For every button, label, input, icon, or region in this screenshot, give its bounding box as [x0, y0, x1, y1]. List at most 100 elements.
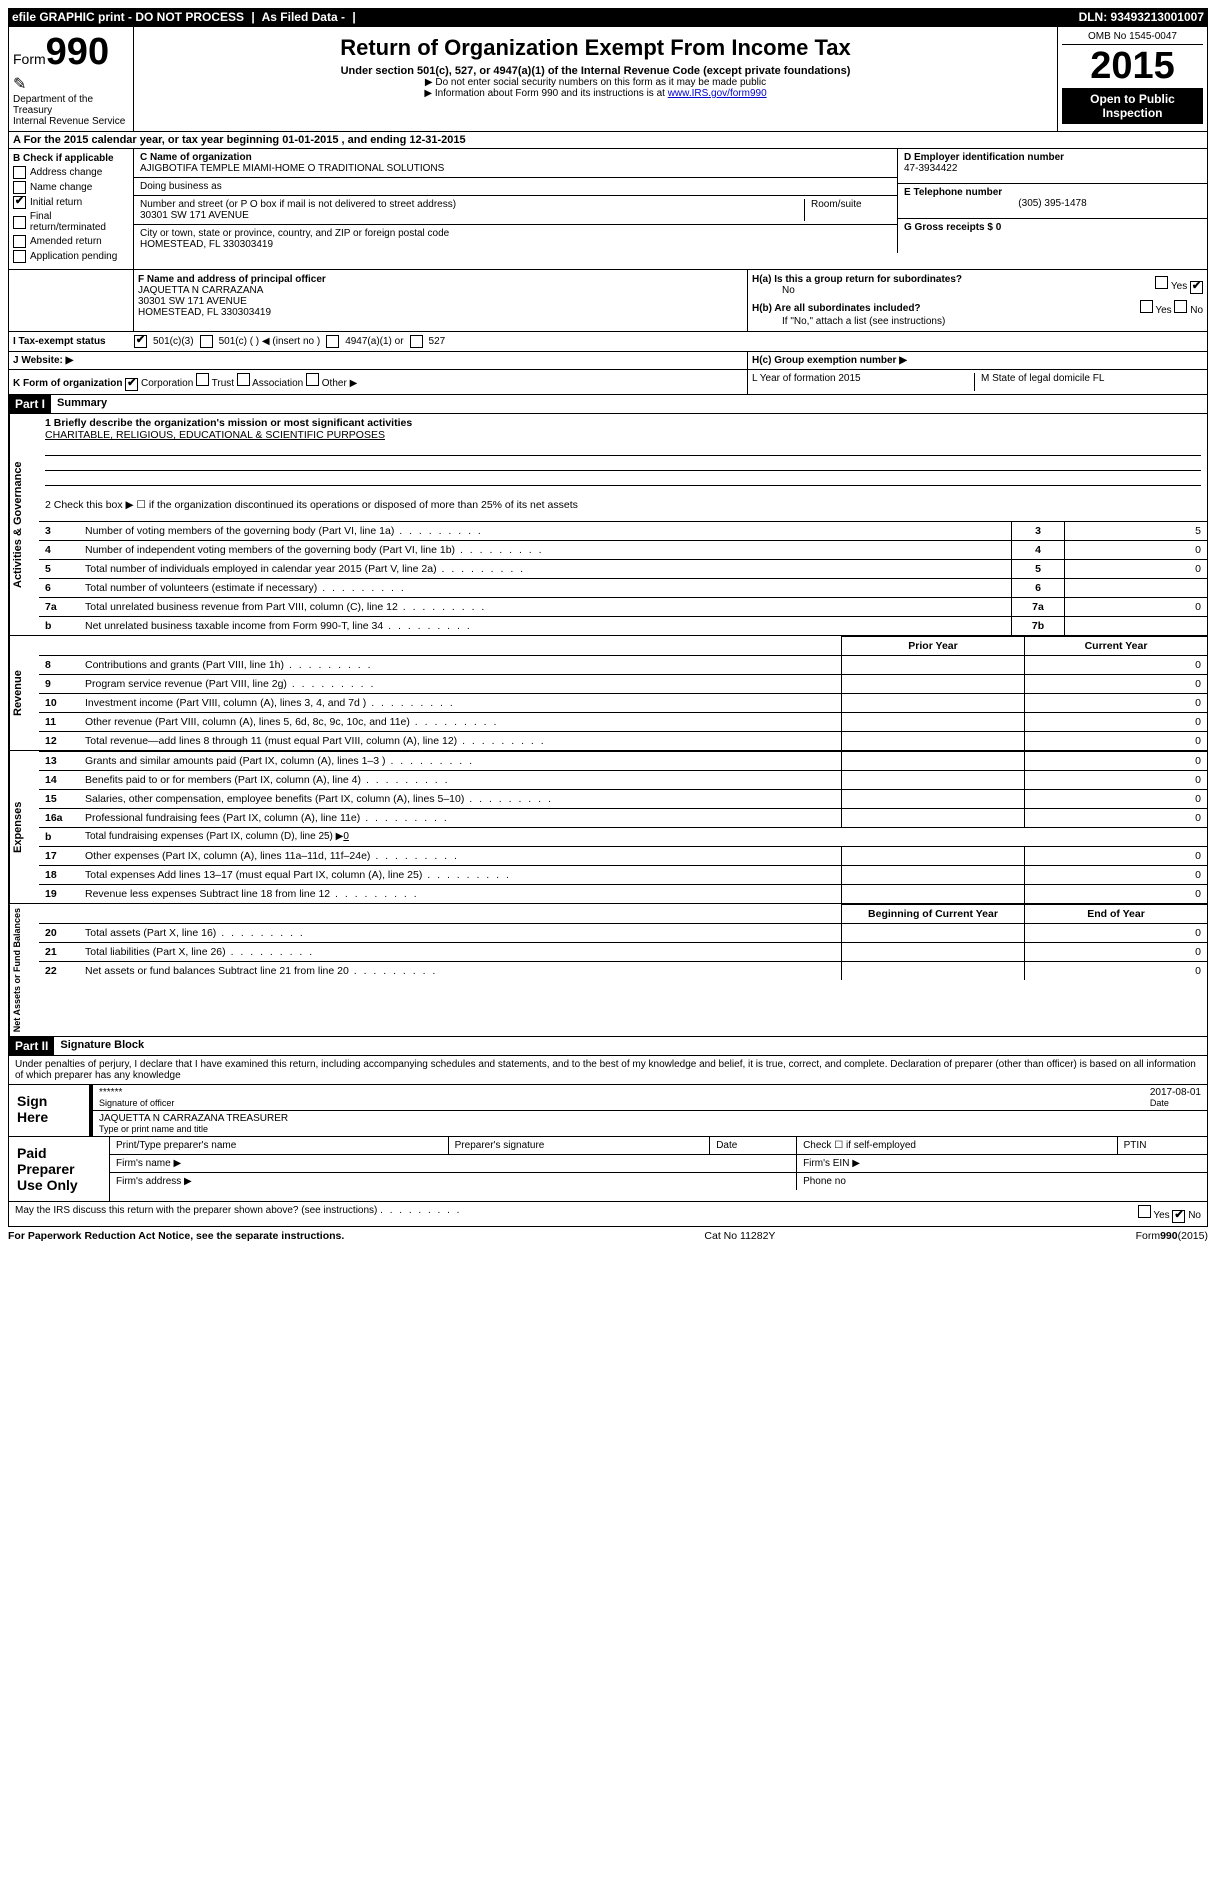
dln-label: DLN: 93493213001007: [1079, 10, 1204, 24]
org-city: HOMESTEAD, FL 330303419: [140, 239, 891, 250]
i-label: I Tax-exempt status: [13, 336, 128, 347]
vlabel-expenses: Expenses: [9, 751, 39, 903]
form-title: Return of Organization Exempt From Incom…: [138, 35, 1053, 61]
part2-title: Signature Block: [54, 1037, 150, 1055]
i-cb4[interactable]: [410, 335, 423, 348]
k-checkbox[interactable]: [306, 373, 319, 386]
row-i: I Tax-exempt status ✔ 501(c)(3) 501(c) (…: [8, 332, 1208, 352]
k-checkbox[interactable]: [237, 373, 250, 386]
ha-yes-cb[interactable]: [1155, 276, 1168, 289]
hb-no-cb[interactable]: [1174, 300, 1187, 313]
g-label: G Gross receipts $ 0: [904, 222, 1201, 233]
footer-left: For Paperwork Reduction Act Notice, see …: [8, 1230, 344, 1242]
firm-name-label: Firm's name ▶: [110, 1155, 797, 1173]
discuss-no-cb[interactable]: ✔: [1172, 1210, 1185, 1223]
part1-title: Summary: [51, 395, 113, 413]
table-row: 20Total assets (Part X, line 16)0: [39, 924, 1207, 943]
k-checkbox[interactable]: [196, 373, 209, 386]
revenue-section: Revenue Prior Year Current Year 8Contrib…: [8, 636, 1208, 751]
ein-value: 47-3934422: [904, 163, 1201, 174]
current-year-header: Current Year: [1025, 637, 1208, 656]
k-label: K Form of organization: [13, 378, 122, 389]
b-checkbox[interactable]: [13, 181, 26, 194]
i-cb2[interactable]: [200, 335, 213, 348]
dept-label: Department of the Treasury: [13, 94, 129, 116]
d-label: D Employer identification number: [904, 152, 1201, 163]
table-row: 8Contributions and grants (Part VIII, li…: [39, 656, 1207, 675]
section-bc: B Check if applicable Address change Name…: [8, 149, 1208, 270]
netassets-section: Net Assets or Fund Balances Beginning of…: [8, 904, 1208, 1037]
i-cb1[interactable]: ✔: [134, 335, 147, 348]
signature-section: Under penalties of perjury, I declare th…: [8, 1056, 1208, 1227]
b-checkbox[interactable]: [13, 166, 26, 179]
vlabel-governance: Activities & Governance: [9, 414, 39, 635]
table-row: 3Number of voting members of the governi…: [39, 522, 1207, 541]
table-row: 4Number of independent voting members of…: [39, 541, 1207, 560]
b-item: Application pending: [13, 250, 129, 263]
efile-label: efile GRAPHIC print - DO NOT PROCESS: [12, 10, 244, 24]
phone-value: (305) 395-1478: [904, 198, 1201, 209]
q1-label: 1 Briefly describe the organization's mi…: [45, 417, 1201, 429]
table-row: 14Benefits paid to or for members (Part …: [39, 771, 1207, 790]
b-checkbox[interactable]: [13, 235, 26, 248]
k-checkbox[interactable]: ✔: [125, 378, 138, 391]
addr-label: Number and street (or P O box if mail is…: [140, 199, 804, 210]
table-row: 11Other revenue (Part VIII, column (A), …: [39, 713, 1207, 732]
note2-prefix: ▶ Information about Form 990 and its ins…: [424, 88, 667, 99]
b-item: Name change: [13, 181, 129, 194]
table-row: 22Net assets or fund balances Subtract l…: [39, 962, 1207, 981]
check-self-label: Check ☐ if self-employed: [797, 1137, 1118, 1155]
governance-section: Activities & Governance 1 Briefly descri…: [8, 414, 1208, 636]
row-j-hc: J Website: ▶ H(c) Group exemption number…: [8, 352, 1208, 370]
irs-link[interactable]: www.IRS.gov/form990: [668, 88, 767, 99]
firm-addr-label: Firm's address ▶: [110, 1173, 797, 1191]
hb-label: H(b) Are all subordinates included?: [752, 303, 921, 314]
sig-stars: ******: [99, 1087, 174, 1098]
ha-no-cb[interactable]: ✔: [1190, 281, 1203, 294]
hc-label: H(c) Group exemption number ▶: [747, 352, 1207, 369]
officer-addr1: 30301 SW 171 AVENUE: [138, 296, 743, 307]
date-label: Date: [1150, 1098, 1201, 1108]
type-name-label: Type or print name and title: [99, 1124, 288, 1134]
officer-addr2: HOMESTEAD, FL 330303419: [138, 307, 743, 318]
c-name-label: C Name of organization: [140, 152, 891, 163]
room-label: Room/suite: [804, 199, 891, 221]
inspection-label: Open to Public Inspection: [1062, 88, 1203, 124]
form-header: Form990 ✎ Department of the Treasury Int…: [8, 26, 1208, 132]
table-row: 10Investment income (Part VIII, column (…: [39, 694, 1207, 713]
prior-year-header: Prior Year: [842, 637, 1025, 656]
sign-here-label: Sign Here: [9, 1085, 89, 1136]
hb-yes-cb[interactable]: [1140, 300, 1153, 313]
table-row: 15Salaries, other compensation, employee…: [39, 790, 1207, 809]
ptin-label: PTIN: [1117, 1137, 1207, 1155]
section-fh: F Name and address of principal officer …: [8, 270, 1208, 332]
vlabel-netassets: Net Assets or Fund Balances: [9, 904, 39, 1036]
form-number: 990: [46, 31, 109, 73]
b-label: B Check if applicable: [13, 153, 129, 164]
ha-no: No: [782, 285, 795, 296]
b-checkbox[interactable]: ✔: [13, 196, 26, 209]
table-row: 5Total number of individuals employed in…: [39, 560, 1207, 579]
b-checkbox[interactable]: [13, 250, 26, 263]
top-bar: efile GRAPHIC print - DO NOT PROCESS | A…: [8, 8, 1208, 26]
i-cb3[interactable]: [326, 335, 339, 348]
prep-sig-label: Preparer's signature: [448, 1137, 710, 1155]
dba-label: Doing business as: [140, 181, 891, 192]
b-item: Address change: [13, 166, 129, 179]
table-row: 9Program service revenue (Part VIII, lin…: [39, 675, 1207, 694]
table-row: 13Grants and similar amounts paid (Part …: [39, 752, 1207, 771]
discuss-yes-cb[interactable]: [1138, 1205, 1151, 1218]
row-a: A For the 2015 calendar year, or tax yea…: [8, 132, 1208, 149]
sig-officer-label: Signature of officer: [99, 1098, 174, 1108]
table-row: 21Total liabilities (Part X, line 26)0: [39, 943, 1207, 962]
tax-year: 2015: [1062, 45, 1203, 88]
part2-header: Part II: [9, 1037, 54, 1055]
begin-year-header: Beginning of Current Year: [842, 905, 1025, 924]
city-label: City or town, state or province, country…: [140, 228, 891, 239]
row-k: K Form of organization ✔ Corporation Tru…: [8, 370, 1208, 395]
vlabel-revenue: Revenue: [9, 636, 39, 750]
as-filed-label: As Filed Data -: [262, 10, 345, 24]
table-row: 18Total expenses Add lines 13–17 (must e…: [39, 866, 1207, 885]
b-checkbox[interactable]: [13, 216, 26, 229]
paid-label: Paid Preparer Use Only: [9, 1137, 109, 1201]
